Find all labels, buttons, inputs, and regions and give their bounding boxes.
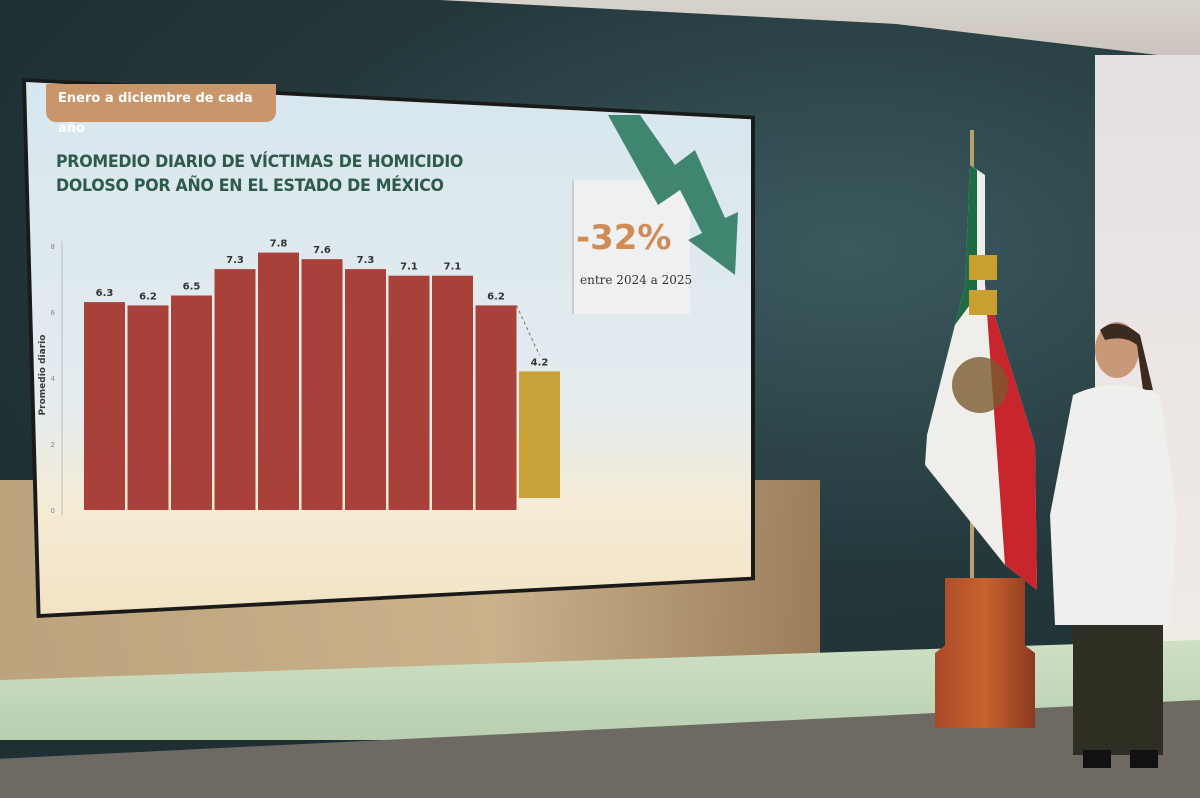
data-label: 7.8 — [270, 239, 288, 250]
bar — [84, 302, 125, 510]
y-tick-label: 6 — [51, 309, 56, 317]
coat-of-arms-icon — [952, 357, 1008, 413]
bar — [214, 269, 256, 510]
presenter — [1050, 322, 1177, 768]
bar — [475, 305, 517, 510]
data-label: 7.3 — [226, 255, 244, 266]
title-line-1: PROMEDIO DIARIO DE VÍCTIMAS DE HOMICIDIO — [56, 152, 464, 172]
y-axis-label: Promedio diario — [38, 334, 48, 416]
flag-stand — [935, 578, 1035, 728]
data-label: 7.6 — [313, 245, 331, 256]
y-tick-label: 2 — [51, 441, 55, 449]
data-label: 7.3 — [357, 255, 375, 266]
trend-dashed-line — [516, 305, 540, 356]
date-range-badge: Enero a diciembre de cada año — [46, 84, 276, 136]
data-label: 6.2 — [139, 291, 157, 302]
data-label: 4.2 — [531, 357, 549, 368]
data-label: 6.2 — [487, 291, 505, 302]
y-tick-label: 0 — [51, 507, 55, 515]
callout-card — [572, 180, 690, 314]
chart-title: PROMEDIO DIARIO DE VÍCTIMAS DE HOMICIDIO… — [56, 150, 463, 198]
bar — [519, 371, 560, 498]
y-tick-label: 4 — [51, 375, 56, 383]
y-tick-label: 8 — [51, 243, 55, 251]
bar — [301, 259, 343, 510]
data-label: 6.3 — [96, 288, 114, 299]
title-line-2: DOLOSO POR AÑO EN EL ESTADO DE MÉXICO — [56, 176, 444, 196]
bar — [432, 275, 473, 510]
bar — [345, 269, 386, 510]
bar — [388, 275, 430, 510]
data-label: 7.1 — [444, 262, 462, 273]
callout-value: -32% — [576, 218, 672, 258]
bar — [127, 305, 169, 510]
bar — [258, 252, 299, 510]
bar — [171, 295, 212, 510]
callout-text: entre 2024 a 2025 — [580, 273, 693, 287]
mexican-flag — [925, 165, 1037, 590]
down-arrow-icon — [608, 115, 738, 275]
data-label: 7.1 — [400, 262, 418, 273]
data-label: 6.5 — [183, 282, 201, 293]
